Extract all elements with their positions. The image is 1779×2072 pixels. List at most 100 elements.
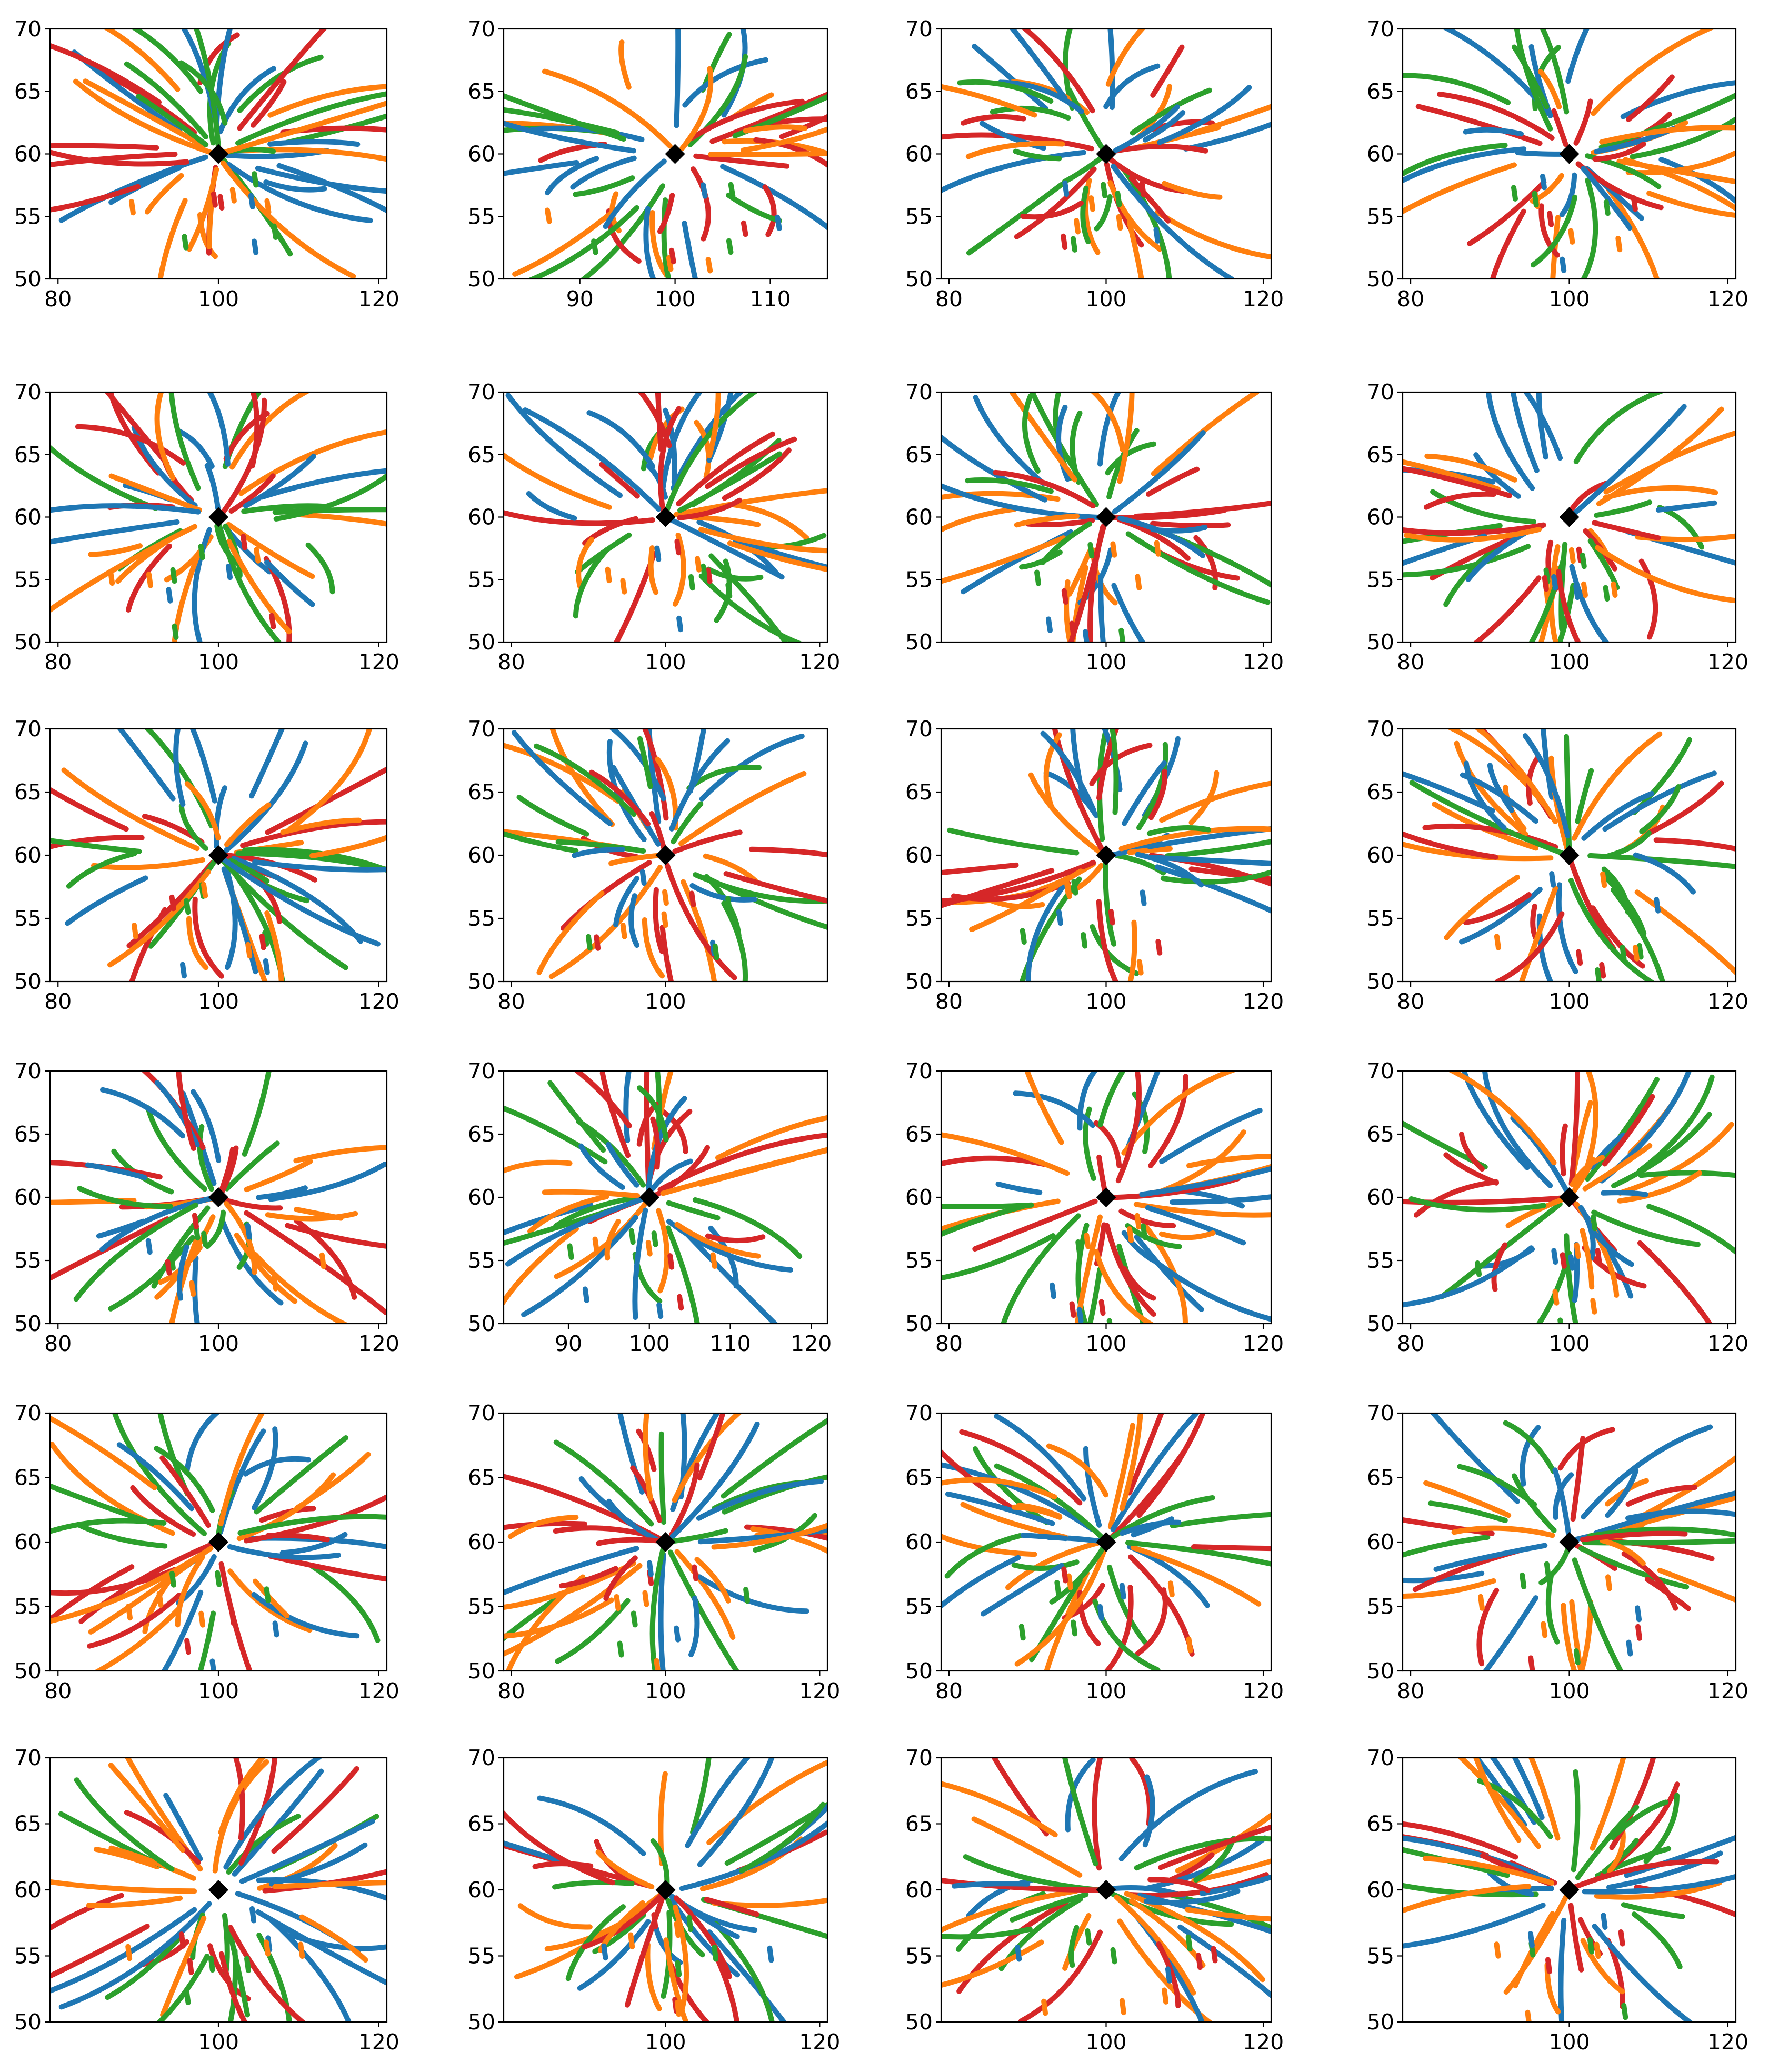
track-line — [1520, 1425, 1541, 1487]
track-line — [726, 192, 782, 224]
track-line — [268, 1553, 387, 1582]
track-line — [572, 846, 625, 858]
track-line — [649, 210, 669, 278]
track-line — [1482, 1595, 1538, 1671]
track-line — [1413, 1179, 1499, 1218]
track-fragment — [601, 1943, 608, 1961]
track-fragment — [1186, 1636, 1193, 1654]
track-fragment — [1573, 1648, 1581, 1666]
track-fragment — [1545, 1957, 1552, 1975]
y-tick-label: 60 — [1367, 142, 1394, 167]
track-line — [944, 1533, 1023, 1579]
track-line — [1403, 1883, 1539, 1898]
track-fragment — [654, 545, 662, 562]
track-fragment — [272, 1620, 279, 1638]
track-fragment — [1626, 1639, 1633, 1657]
track-line — [1018, 1929, 1103, 2022]
track-line — [578, 1143, 625, 1190]
track-line — [1572, 1557, 1624, 1671]
track-line — [707, 151, 827, 157]
track-line — [1126, 220, 1144, 279]
track-line — [1092, 1758, 1103, 1871]
track-line — [1409, 780, 1565, 856]
track-line — [50, 1879, 197, 1894]
track-line — [1558, 1917, 1567, 2022]
track-line — [504, 159, 579, 176]
track-line — [1199, 1874, 1271, 1896]
track-line — [750, 1526, 827, 1554]
track-line — [1463, 127, 1524, 137]
track-line — [762, 184, 777, 237]
track-line — [1097, 1071, 1126, 1127]
track-line — [276, 163, 387, 214]
x-tick-label: 80 — [935, 286, 963, 312]
track-line — [176, 1244, 189, 1301]
track-line — [1581, 1424, 1713, 1520]
y-tick-label: 70 — [905, 1058, 933, 1084]
y-tick-label: 55 — [14, 1944, 42, 1969]
track-line — [512, 207, 618, 277]
track-line — [941, 1781, 1058, 1838]
panel-r2c4: 50 55 60 65 70 80 100 120 — [1367, 379, 1748, 675]
track-line — [532, 1861, 594, 1869]
track-line — [504, 1597, 614, 1639]
track-line — [223, 740, 308, 853]
tracks — [50, 729, 387, 982]
track-line — [526, 205, 639, 279]
track-line — [1422, 1856, 1555, 1886]
track-line — [1105, 441, 1157, 476]
track-line — [691, 166, 711, 242]
track-fragment — [1074, 218, 1081, 235]
track-line — [1020, 1533, 1069, 1542]
track-line — [1526, 754, 1542, 806]
track-line — [272, 1880, 387, 1889]
track-line — [1154, 209, 1271, 260]
track-fragment — [298, 1941, 305, 1959]
track-line — [1403, 1578, 1496, 1599]
track-fragment — [674, 538, 682, 556]
track-line — [965, 141, 1065, 159]
track-line — [1403, 146, 1527, 184]
track-line — [1593, 1490, 1736, 1536]
x-tick-label: 100 — [629, 1331, 670, 1356]
track-line — [690, 1758, 712, 1835]
y-tick-label: 65 — [905, 1465, 933, 1490]
track-line — [233, 1758, 245, 1841]
track-line — [93, 1847, 160, 1869]
track-line — [1066, 548, 1093, 597]
track-line — [994, 1413, 1087, 1502]
track-line — [504, 831, 579, 854]
y-tick-label: 65 — [468, 442, 495, 467]
track-line — [706, 1759, 827, 1845]
track-line — [112, 1413, 207, 1536]
panel-r4c4: 50 55 60 65 70 80 100 120 — [1367, 1058, 1748, 1356]
track-line — [1403, 1903, 1546, 1949]
track-fragment — [1600, 871, 1607, 888]
track-line — [685, 1758, 751, 1848]
track-fragment — [1085, 1928, 1092, 1946]
track-line — [299, 1914, 368, 1963]
track-line — [1403, 831, 1498, 860]
track-line — [1578, 1546, 1690, 1590]
y-tick-label: 65 — [1367, 1122, 1394, 1147]
track-line — [1512, 1758, 1545, 1820]
panel-r1c1: 50 55 60 65 70 80 100 120 — [14, 16, 399, 312]
track-line — [511, 730, 613, 826]
track-fragment — [1119, 1583, 1126, 1600]
track-line — [1146, 825, 1211, 836]
track-line — [1147, 855, 1271, 866]
track-line — [263, 556, 292, 642]
track-line — [997, 79, 1084, 114]
track-line — [957, 79, 1054, 104]
track-line — [161, 1589, 204, 1671]
track-line — [1019, 876, 1082, 982]
track-line — [253, 1578, 290, 1619]
track-line — [552, 1879, 635, 1890]
track-line — [643, 206, 656, 279]
track-line — [577, 1919, 651, 1991]
panel-r2c1: 50 55 60 65 70 80 100 120 — [14, 379, 399, 675]
x-tick-label: 80 — [1397, 989, 1424, 1014]
track-line — [1561, 1603, 1577, 1671]
track-line — [74, 1777, 175, 1872]
track-fragment — [1081, 932, 1088, 949]
